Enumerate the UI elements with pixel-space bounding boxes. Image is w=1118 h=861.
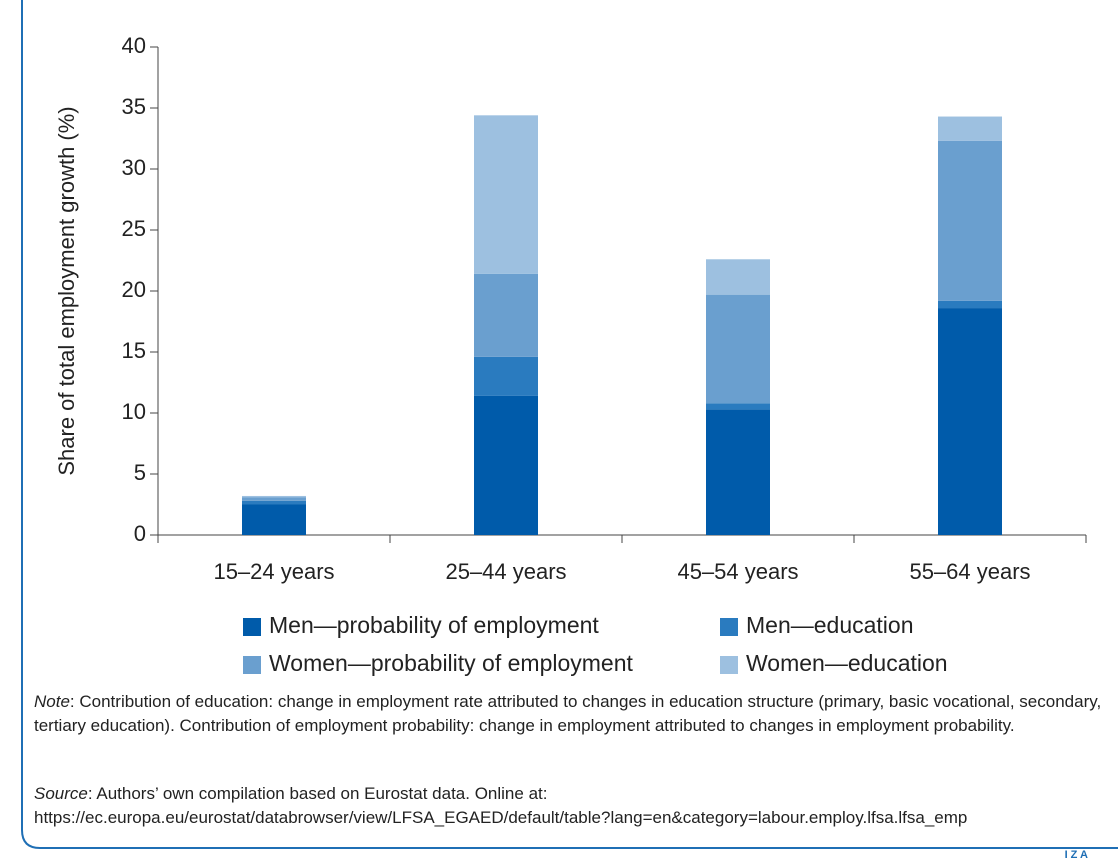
legend-swatch xyxy=(720,618,738,636)
bar-segment xyxy=(242,495,306,498)
legend-label: Men—probability of employment xyxy=(269,612,599,638)
y-tick-label: 20 xyxy=(122,277,146,302)
legend-swatch xyxy=(243,656,261,674)
note-text: : Contribution of education: change in e… xyxy=(34,692,1102,735)
bar-segment xyxy=(242,504,306,535)
y-tick-label: 40 xyxy=(122,33,146,58)
y-tick-label: 30 xyxy=(122,155,146,180)
note-label: Note xyxy=(34,692,70,711)
bar-segment xyxy=(938,116,1002,141)
x-tick-label: 15–24 years xyxy=(213,559,334,584)
y-axis-label: Share of total employment growth (%) xyxy=(54,106,79,475)
legend-label: Men—education xyxy=(746,612,914,638)
bar-segment xyxy=(474,273,538,357)
bar-segment xyxy=(938,140,1002,301)
y-tick-label: 5 xyxy=(134,460,146,485)
bar-segment xyxy=(474,356,538,396)
bar-segment xyxy=(706,403,770,410)
legend-label: Women—probability of employment xyxy=(269,650,634,676)
y-tick-label: 15 xyxy=(122,338,146,363)
logo: I Z A xyxy=(1065,849,1088,861)
bar-segment xyxy=(706,259,770,295)
bar-segment xyxy=(242,497,306,501)
bar-segment xyxy=(242,500,306,505)
y-tick-label: 0 xyxy=(134,521,146,546)
source: Source: Authors’ own compilation based o… xyxy=(34,782,1114,830)
bar-segment xyxy=(474,115,538,274)
legend-swatch xyxy=(720,656,738,674)
bar-segment xyxy=(938,300,1002,309)
x-tick-label: 25–44 years xyxy=(445,559,566,584)
bar-segment xyxy=(938,308,1002,535)
bar-segment xyxy=(474,395,538,535)
bar-segment xyxy=(706,294,770,404)
legend-label: Women—education xyxy=(746,650,948,676)
source-label: Source xyxy=(34,784,88,803)
legend-swatch xyxy=(243,618,261,636)
bar-segment xyxy=(706,409,770,535)
frame xyxy=(21,0,1118,849)
y-tick-label: 35 xyxy=(122,94,146,119)
y-tick-label: 25 xyxy=(122,216,146,241)
source-text: : Authors’ own compilation based on Euro… xyxy=(34,784,968,827)
y-tick-label: 10 xyxy=(122,399,146,424)
x-tick-label: 45–54 years xyxy=(677,559,798,584)
note: Note: Contribution of education: change … xyxy=(34,690,1114,738)
x-tick-label: 55–64 years xyxy=(909,559,1030,584)
